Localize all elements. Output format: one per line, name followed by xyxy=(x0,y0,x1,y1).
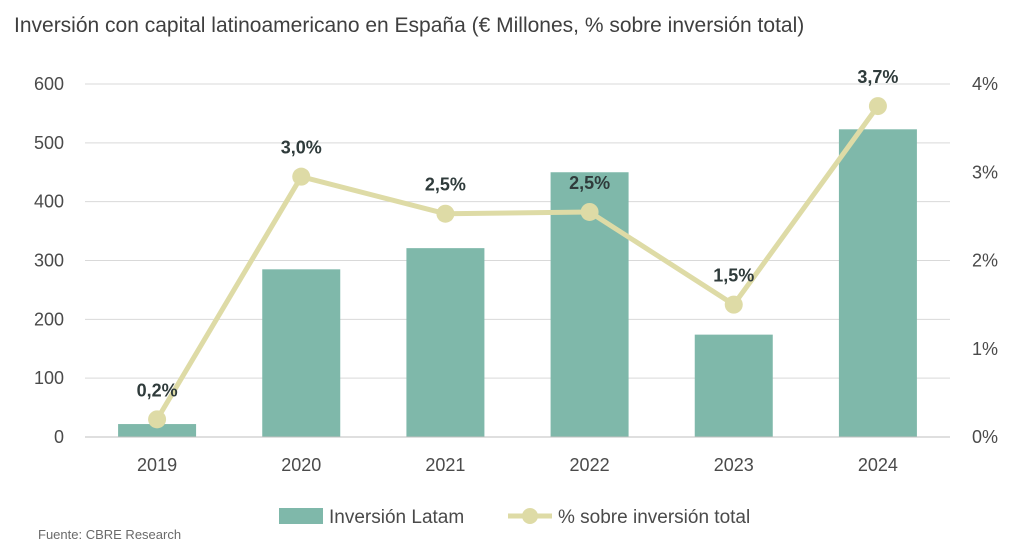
legend-swatch-bar xyxy=(279,508,323,524)
line-point-2023 xyxy=(724,295,743,314)
y-right-tick-label: 2% xyxy=(972,251,998,271)
x-tick-label: 2020 xyxy=(281,455,321,475)
bar-2020 xyxy=(262,269,341,437)
x-tick-label: 2019 xyxy=(137,455,177,475)
y-left-tick-label: 200 xyxy=(34,309,64,329)
line-point-2019 xyxy=(148,410,167,429)
y-left-tick-label: 300 xyxy=(34,251,64,271)
line-series-pct xyxy=(154,104,880,421)
y-left-tick-label: 400 xyxy=(34,192,64,212)
legend-label-bar: Inversión Latam xyxy=(329,507,464,528)
line-point-2022 xyxy=(580,202,599,221)
y-right-tick-label: 0% xyxy=(972,427,998,447)
bar-2019 xyxy=(118,424,197,437)
legend-swatch-marker xyxy=(522,508,538,524)
line-point-2024 xyxy=(868,97,887,116)
bar-2024 xyxy=(838,129,917,437)
data-label: 3,7% xyxy=(857,67,898,87)
data-label: 1,5% xyxy=(713,266,754,286)
y-left-tick-label: 500 xyxy=(34,133,64,153)
x-tick-label: 2024 xyxy=(858,455,898,475)
y-right-tick-label: 1% xyxy=(972,339,998,359)
bar-2021 xyxy=(406,248,485,437)
chart-title: Inversión con capital latinoamericano en… xyxy=(14,14,805,37)
y-right-tick-label: 4% xyxy=(972,74,998,94)
data-label: 3,0% xyxy=(281,138,322,158)
x-tick-label: 2023 xyxy=(714,455,754,475)
y-left-tick-label: 600 xyxy=(34,74,64,94)
y-right-tick-label: 3% xyxy=(972,162,998,182)
data-label: 2,5% xyxy=(569,173,610,193)
legend-label-line: % sobre inversión total xyxy=(558,507,750,528)
y-left-tick-label: 0 xyxy=(54,427,64,447)
bar-2023 xyxy=(694,334,773,437)
line-point-2020 xyxy=(292,167,311,186)
data-label: 2,5% xyxy=(425,175,466,195)
source-note: Fuente: CBRE Research xyxy=(38,527,182,542)
line-point-2021 xyxy=(436,204,455,223)
y-left-tick-label: 100 xyxy=(34,368,64,388)
x-tick-label: 2022 xyxy=(570,455,610,475)
x-tick-label: 2021 xyxy=(425,455,465,475)
data-label: 0,2% xyxy=(137,380,178,400)
